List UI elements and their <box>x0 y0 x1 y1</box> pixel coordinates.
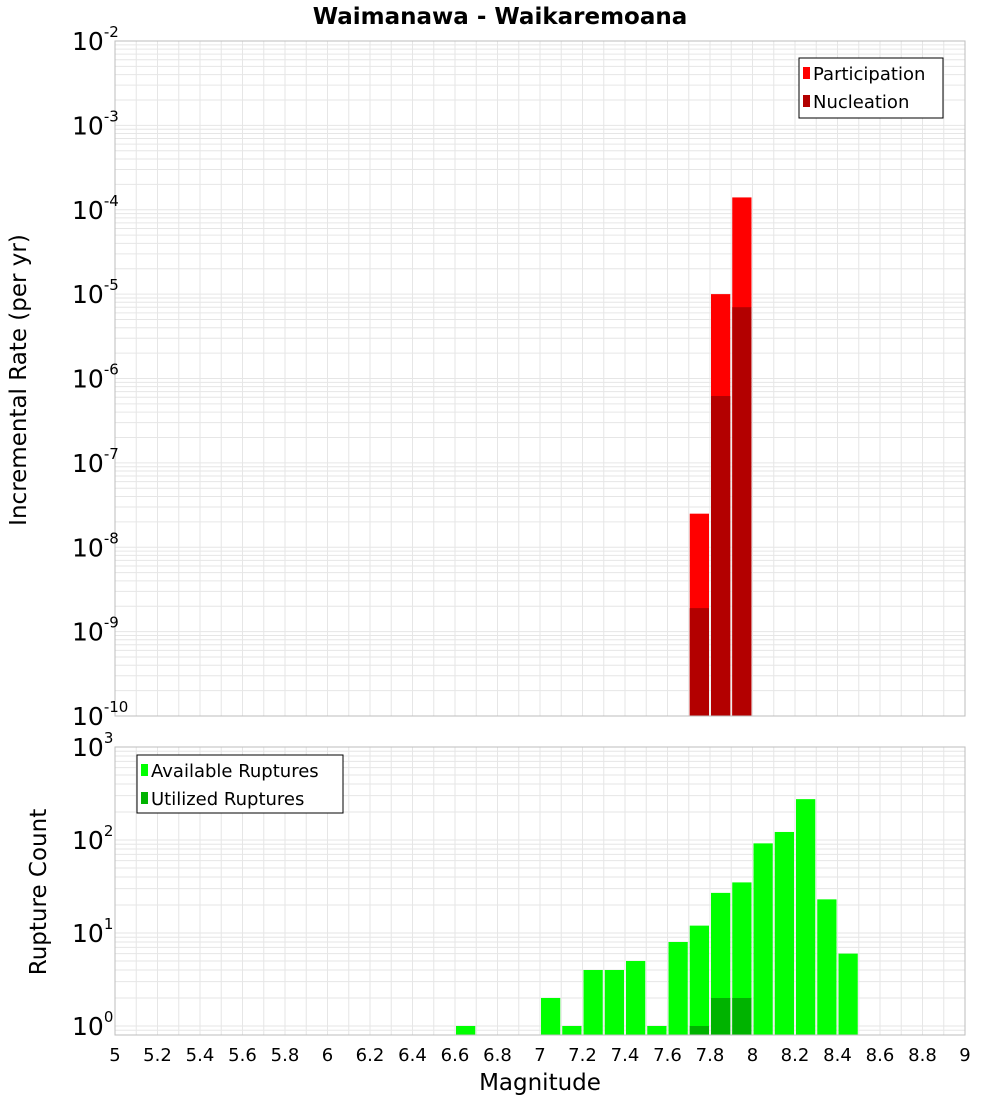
x-tick-label: 9 <box>959 1045 970 1066</box>
x-tick-label: 5 <box>109 1045 120 1066</box>
x-tick-label: 5.4 <box>186 1045 215 1066</box>
top-plot-frame <box>114 40 966 717</box>
y-tick-label: 102 <box>72 822 113 855</box>
nucleation-bar <box>732 307 752 716</box>
bottom-panel: 100 101 102 103 5 5.2 5.4 5.6 5.8 6 6.2 6.4 6.6 6.8 7… <box>26 729 971 1096</box>
available-ruptures-bar <box>668 942 688 1035</box>
y-tick-label: 10-8 <box>72 529 119 562</box>
x-tick-label: 6.4 <box>398 1045 427 1066</box>
nucleation-bar <box>711 396 731 716</box>
utilized-ruptures-bar <box>711 997 731 1035</box>
chart-title: Waimanawa - Waikaremoana <box>313 4 688 30</box>
legend-swatch <box>803 67 810 79</box>
legend-swatch <box>141 764 148 776</box>
legend-label: Available Ruptures <box>151 761 319 782</box>
top-y-ticks: 10-10 10-9 10-8 10-7 10-6 10-5 10-4 10-3 10-2 <box>72 23 128 731</box>
x-tick-label: 6 <box>322 1045 333 1066</box>
x-tick-label: 5.2 <box>143 1045 172 1066</box>
available-ruptures-bar <box>689 925 709 1035</box>
x-tick-label: 6.2 <box>356 1045 385 1066</box>
available-ruptures-bar <box>774 831 794 1035</box>
top-y-axis-label: Incremental Rate (per yr) <box>6 234 32 526</box>
available-ruptures-bar <box>796 799 816 1035</box>
y-tick-label: 10-3 <box>72 107 119 140</box>
bottom-y-axis-label: Rupture Count <box>26 809 52 975</box>
y-tick-label: 100 <box>72 1008 113 1041</box>
available-ruptures-bar <box>604 969 624 1035</box>
y-tick-label: 10-9 <box>72 614 119 647</box>
x-tick-label: 8.4 <box>823 1045 852 1066</box>
x-tick-label: 7 <box>534 1045 545 1066</box>
available-ruptures-bar <box>541 997 561 1035</box>
available-ruptures-bar <box>817 899 837 1035</box>
legend-label: Nucleation <box>813 92 909 113</box>
x-tick-label: 7.4 <box>611 1045 640 1066</box>
available-ruptures-bar <box>647 1025 667 1035</box>
x-ticks: 5 5.2 5.4 5.6 5.8 6 6.2 6.4 6.6 6.8 7 7.2 7.4 7.6 7.8 8… <box>109 1045 970 1066</box>
y-tick-label: 10-2 <box>72 23 119 56</box>
available-ruptures-bar <box>626 960 646 1035</box>
y-tick-label: 10-7 <box>72 445 119 478</box>
top-bars <box>689 197 752 717</box>
top-grid <box>115 41 965 716</box>
x-tick-label: 6.6 <box>441 1045 470 1066</box>
utilized-ruptures-bar <box>689 1025 709 1035</box>
top-legend: Participation Nucleation <box>798 57 944 119</box>
utilized-ruptures-bar <box>732 997 752 1035</box>
x-tick-label: 8.8 <box>908 1045 937 1066</box>
x-axis-label: Magnitude <box>479 1070 601 1096</box>
x-tick-label: 8 <box>747 1045 758 1066</box>
available-ruptures-bar <box>562 1025 582 1035</box>
bottom-legend: Available Ruptures Utilized Ruptures <box>136 754 344 814</box>
top-panel: 10-10 10-9 10-8 10-7 10-6 10-5 10-4 10-3 10-2 In… <box>6 23 966 731</box>
y-tick-label: 10-6 <box>72 361 119 394</box>
bottom-y-ticks: 100 101 102 103 <box>72 729 113 1041</box>
x-tick-label: 7.2 <box>568 1045 597 1066</box>
available-ruptures-bar <box>753 843 773 1035</box>
legend-swatch <box>141 792 148 804</box>
x-tick-label: 7.8 <box>696 1045 725 1066</box>
y-tick-label: 101 <box>72 915 113 948</box>
available-ruptures-bar <box>838 953 858 1035</box>
available-ruptures-bar <box>456 1025 476 1035</box>
legend-box <box>798 57 944 119</box>
y-tick-label: 103 <box>72 729 113 762</box>
y-tick-label: 10-10 <box>72 698 128 731</box>
y-tick-label: 10-4 <box>72 192 119 225</box>
x-tick-label: 5.6 <box>228 1045 257 1066</box>
x-tick-label: 7.6 <box>653 1045 682 1066</box>
legend-box <box>136 754 344 814</box>
legend-swatch <box>803 95 810 107</box>
x-tick-label: 8.6 <box>866 1045 895 1066</box>
x-tick-label: 6.8 <box>483 1045 512 1066</box>
x-tick-label: 5.8 <box>271 1045 300 1066</box>
available-ruptures-bar <box>732 882 752 1035</box>
bottom-plot-frame <box>114 746 966 1036</box>
available-ruptures-bar <box>583 969 603 1035</box>
bottom-bars <box>456 799 858 1035</box>
legend-label: Utilized Ruptures <box>151 789 304 810</box>
legend-label: Participation <box>813 64 925 85</box>
x-tick-label: 8.2 <box>781 1045 810 1066</box>
nucleation-bar <box>689 608 709 716</box>
y-tick-label: 10-5 <box>72 276 119 309</box>
